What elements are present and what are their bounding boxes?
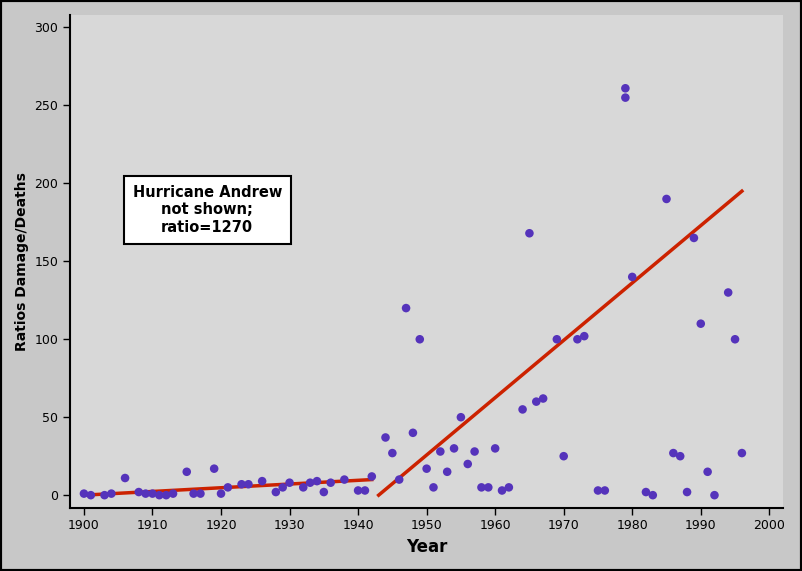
Point (413, 335, 426, 344)
Point (146, 489, 159, 498)
Point (98, 490, 111, 500)
Point (578, 332, 591, 341)
Point (461, 460, 474, 469)
Point (455, 413, 468, 422)
Point (434, 447, 447, 456)
Point (221, 483, 234, 492)
Point (276, 483, 289, 492)
Point (619, 93, 632, 102)
Point (105, 489, 118, 498)
Point (516, 405, 529, 414)
Point (399, 304, 412, 313)
Point (297, 483, 310, 492)
Point (646, 490, 659, 500)
Point (729, 335, 742, 344)
Point (660, 194, 673, 203)
Point (708, 490, 721, 500)
Point (571, 335, 584, 344)
Point (530, 397, 543, 406)
Point (235, 480, 248, 489)
Point (687, 234, 700, 243)
Point (441, 467, 454, 476)
Y-axis label: Ratios Damage/Deaths: Ratios Damage/Deaths (15, 172, 29, 351)
Point (468, 447, 481, 456)
X-axis label: Year: Year (406, 538, 448, 556)
Point (338, 475, 350, 484)
Point (488, 444, 501, 453)
Point (351, 486, 364, 495)
Point (735, 448, 748, 457)
Point (153, 490, 166, 500)
Point (379, 433, 392, 442)
Point (626, 272, 638, 282)
Point (523, 229, 536, 238)
Point (407, 428, 419, 437)
Point (84, 490, 97, 500)
Point (598, 486, 611, 495)
Point (475, 483, 488, 492)
Point (420, 464, 433, 473)
Point (358, 486, 371, 495)
Point (695, 319, 707, 328)
Point (674, 452, 687, 461)
Point (366, 472, 379, 481)
Point (667, 448, 680, 457)
Point (310, 477, 323, 486)
Text: Hurricane Andrew
not shown;
ratio=1270: Hurricane Andrew not shown; ratio=1270 (132, 185, 282, 235)
Point (722, 288, 735, 297)
Point (140, 489, 152, 498)
Point (194, 489, 207, 498)
Point (215, 489, 228, 498)
Point (283, 478, 296, 487)
Point (639, 488, 652, 497)
Point (592, 486, 605, 495)
Point (427, 483, 439, 492)
Point (619, 84, 632, 93)
Point (269, 488, 282, 497)
Point (386, 448, 399, 457)
Point (242, 480, 255, 489)
Point (393, 475, 406, 484)
Point (496, 486, 508, 495)
Point (132, 488, 145, 497)
Point (208, 464, 221, 473)
Point (448, 444, 460, 453)
Point (180, 467, 193, 476)
Point (304, 478, 317, 487)
Point (537, 394, 549, 403)
Point (167, 489, 180, 498)
Point (482, 483, 495, 492)
Point (160, 490, 172, 500)
Point (557, 452, 570, 461)
Point (187, 489, 200, 498)
Point (681, 488, 694, 497)
Point (550, 335, 563, 344)
Point (318, 488, 330, 497)
Point (503, 483, 516, 492)
Point (119, 473, 132, 482)
Point (701, 467, 714, 476)
Point (324, 478, 337, 487)
Point (78, 489, 91, 498)
Point (256, 477, 269, 486)
